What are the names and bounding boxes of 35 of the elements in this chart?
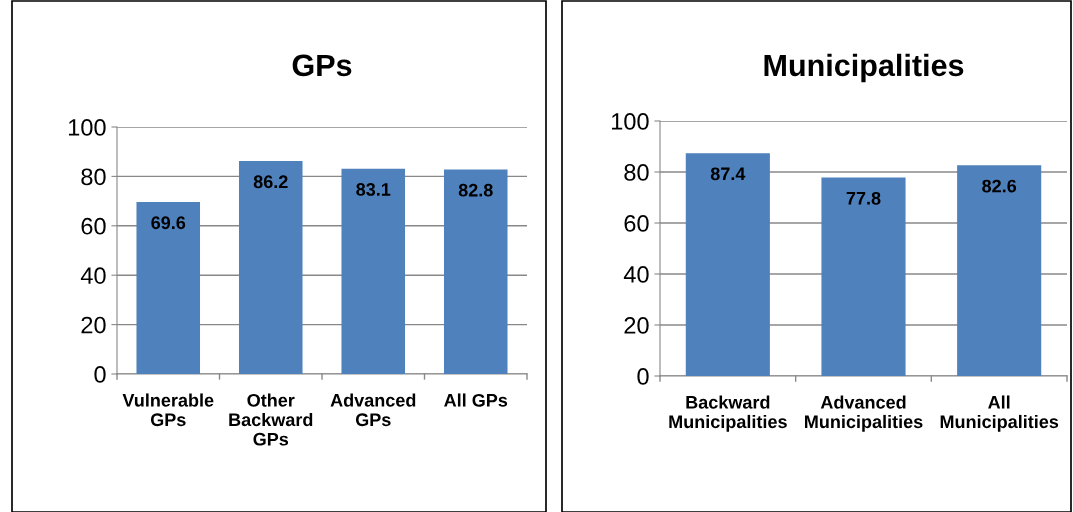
y-tick-label: 20 (624, 317, 649, 334)
data-label: 82.6 (982, 179, 1017, 193)
data-label: 83.1 (356, 183, 391, 196)
x-tick-label: All GPs (444, 393, 508, 407)
bar (238, 161, 303, 374)
x-tick-label: Advanced Municipalities (805, 395, 923, 432)
bar (136, 202, 201, 374)
chart-title: GPs (292, 54, 352, 77)
data-label: 69.6 (151, 216, 186, 230)
chart-title: Municipalities (764, 53, 964, 83)
bar (957, 165, 1042, 376)
y-tick-label: 80 (81, 168, 106, 186)
x-tick-label: Backward Municipalities (669, 395, 787, 432)
y-tick-label: 80 (624, 164, 649, 181)
data-label: 82.8 (458, 183, 493, 197)
x-tick-label: All Municipalities (940, 395, 1059, 432)
data-label: 86.2 (253, 175, 288, 189)
y-tick-label: 0 (637, 368, 649, 385)
x-tick-label: Advanced GPs (330, 393, 416, 427)
y-tick-label: 60 (624, 215, 649, 232)
data-label: 87.4 (710, 167, 746, 181)
x-tick-label: Other Backward GPs (229, 393, 313, 446)
data-label: 77.8 (846, 191, 881, 205)
y-tick-label: 40 (80, 267, 106, 284)
y-tick-label: 100 (68, 119, 106, 136)
y-tick-label: 60 (81, 217, 106, 235)
bar (685, 153, 770, 376)
y-tick-label: 0 (94, 366, 106, 383)
x-tick-label: Vulnerable GPs (122, 393, 214, 427)
y-tick-label: 100 (611, 113, 649, 130)
y-tick-label: 40 (623, 266, 649, 283)
bar (821, 177, 906, 376)
y-tick-label: 20 (81, 316, 106, 334)
bar (443, 169, 508, 374)
bar (341, 168, 406, 374)
